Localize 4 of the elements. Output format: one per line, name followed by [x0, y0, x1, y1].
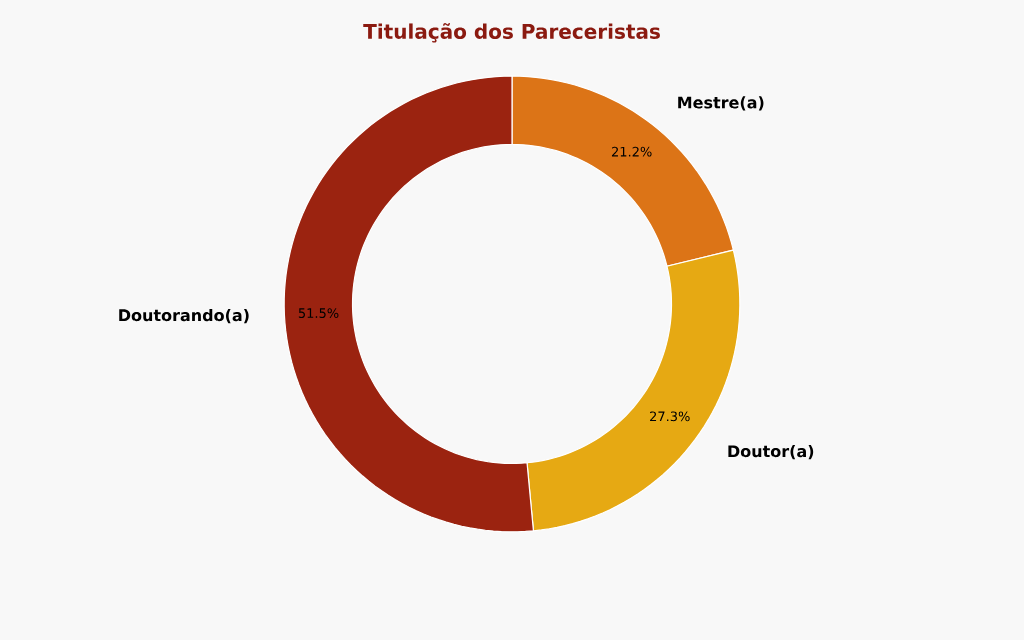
slice-label: Mestre(a) — [678, 96, 764, 111]
slice-label: Doutor(a) — [728, 444, 814, 460]
chart-title: Titulação dos Pareceristas — [363, 23, 660, 43]
slice-label: Doutorando(a) — [119, 308, 249, 324]
